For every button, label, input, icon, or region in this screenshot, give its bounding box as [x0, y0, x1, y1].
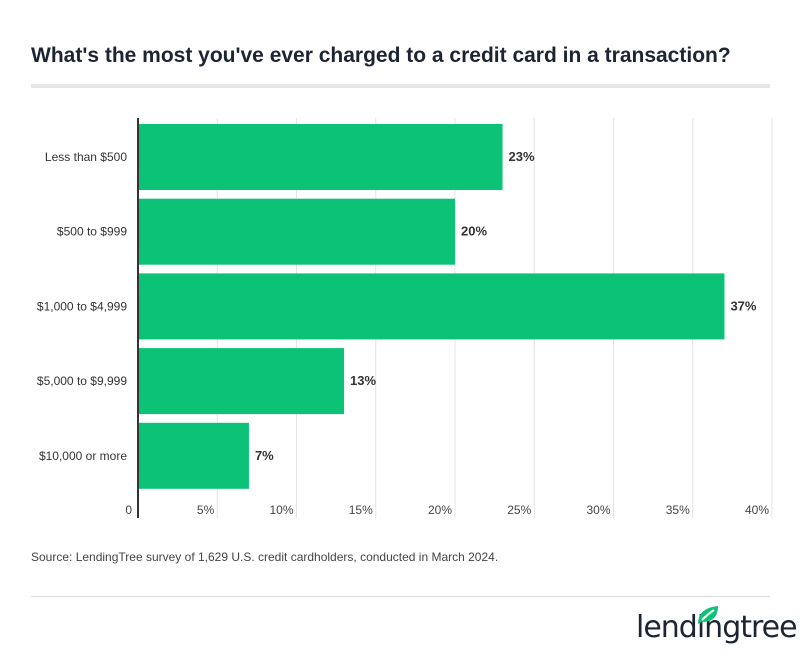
x-tick-label: 30%	[586, 503, 610, 517]
category-label: $1,000 to $4,999	[37, 299, 127, 313]
lendingtree-logo: lendingtree	[636, 606, 798, 645]
logo-text: lendingtree	[636, 610, 798, 645]
x-tick-label: 5%	[197, 503, 215, 517]
data-label: 37%	[730, 298, 756, 313]
bar	[138, 198, 455, 265]
x-tick-label: 40%	[745, 503, 769, 517]
data-label: 23%	[509, 149, 535, 164]
x-tick-label: 15%	[349, 503, 373, 517]
bar-chart: 0 5% 10% 15% 20% 25% 30% 35% 40% 23% Less than $50…	[37, 118, 773, 518]
bar	[138, 273, 725, 340]
category-label: $10,000 or more	[39, 449, 127, 463]
x-tick-label: 0	[125, 503, 132, 517]
x-tick-label: 35%	[666, 503, 690, 517]
category-label: Less than $500	[45, 150, 127, 164]
x-tick-label: 25%	[507, 503, 531, 517]
chart-title: What's the most you've ever charged to a…	[31, 44, 731, 67]
category-label: $500 to $999	[57, 225, 127, 239]
data-label: 7%	[255, 448, 274, 463]
data-label: 20%	[461, 224, 487, 239]
source-note: Source: LendingTree survey of 1,629 U.S.…	[31, 550, 499, 564]
title-divider	[31, 84, 770, 88]
category-label: $5,000 to $9,999	[37, 374, 127, 388]
leaf-icon	[698, 606, 718, 624]
data-label: 13%	[350, 373, 376, 388]
bar	[138, 348, 345, 415]
bar	[138, 124, 503, 190]
bar	[138, 422, 249, 489]
x-tick-label: 20%	[428, 503, 452, 517]
footer-divider	[31, 596, 770, 597]
x-tick-label: 10%	[269, 503, 293, 517]
